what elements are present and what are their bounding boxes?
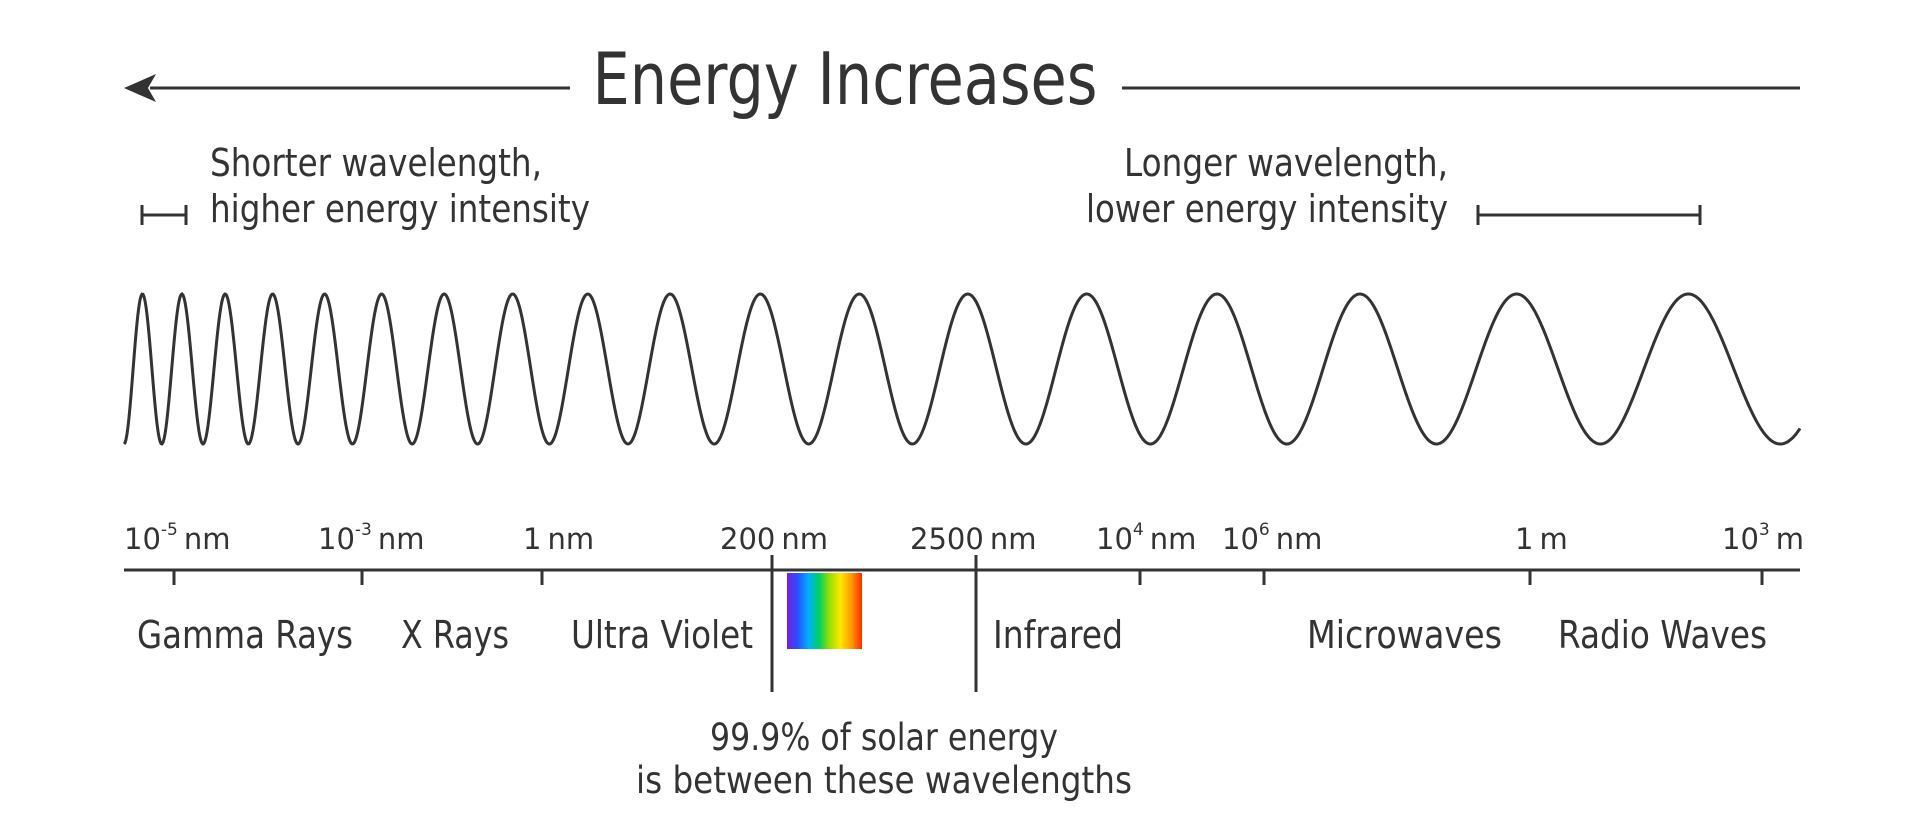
- diagram-title: Energy Increases: [593, 37, 1098, 121]
- band-label-microwaves: Microwaves: [1307, 613, 1502, 657]
- long-wavelength-line2: lower energy intensity: [1086, 187, 1448, 231]
- visible-spectrum-swatch: [787, 573, 862, 649]
- long-wavelength-line1: Longer wavelength,: [1124, 141, 1448, 185]
- band-label-x-rays: X Rays: [401, 613, 509, 657]
- electromagnetic-wave: [122, 292, 1802, 446]
- short-wavelength-line1: Shorter wavelength,: [210, 141, 542, 185]
- band-label-infrared: Infrared: [993, 613, 1123, 657]
- scale-label: 106 nm: [1222, 520, 1322, 556]
- arrow-head-left-icon: [124, 74, 156, 102]
- scale-label: 104 nm: [1096, 520, 1196, 556]
- short-wavelength-line2: higher energy intensity: [210, 187, 590, 231]
- solar-note-line2: is between these wavelengths: [636, 759, 1132, 802]
- scale-label: 1 nm: [523, 522, 594, 556]
- band-label-ultra-violet: Ultra Violet: [571, 613, 753, 657]
- scale-label: 10-3 nm: [318, 520, 425, 556]
- solar-note-line1: 99.9% of solar energy: [710, 716, 1058, 759]
- band-label-radio-waves: Radio Waves: [1558, 613, 1767, 657]
- scale-label: 200 nm: [720, 522, 828, 556]
- scale-label: 10-5 nm: [124, 520, 231, 556]
- wavelength-scale-labels: 10-5 nm 10-3 nm 1 nm 200 nm 2500 nm 104 nm 106…: [124, 520, 1804, 556]
- band-label-gamma-rays: Gamma Rays: [137, 613, 353, 657]
- scale-label: 103 m: [1722, 520, 1804, 556]
- scale-label: 2500 nm: [910, 522, 1036, 556]
